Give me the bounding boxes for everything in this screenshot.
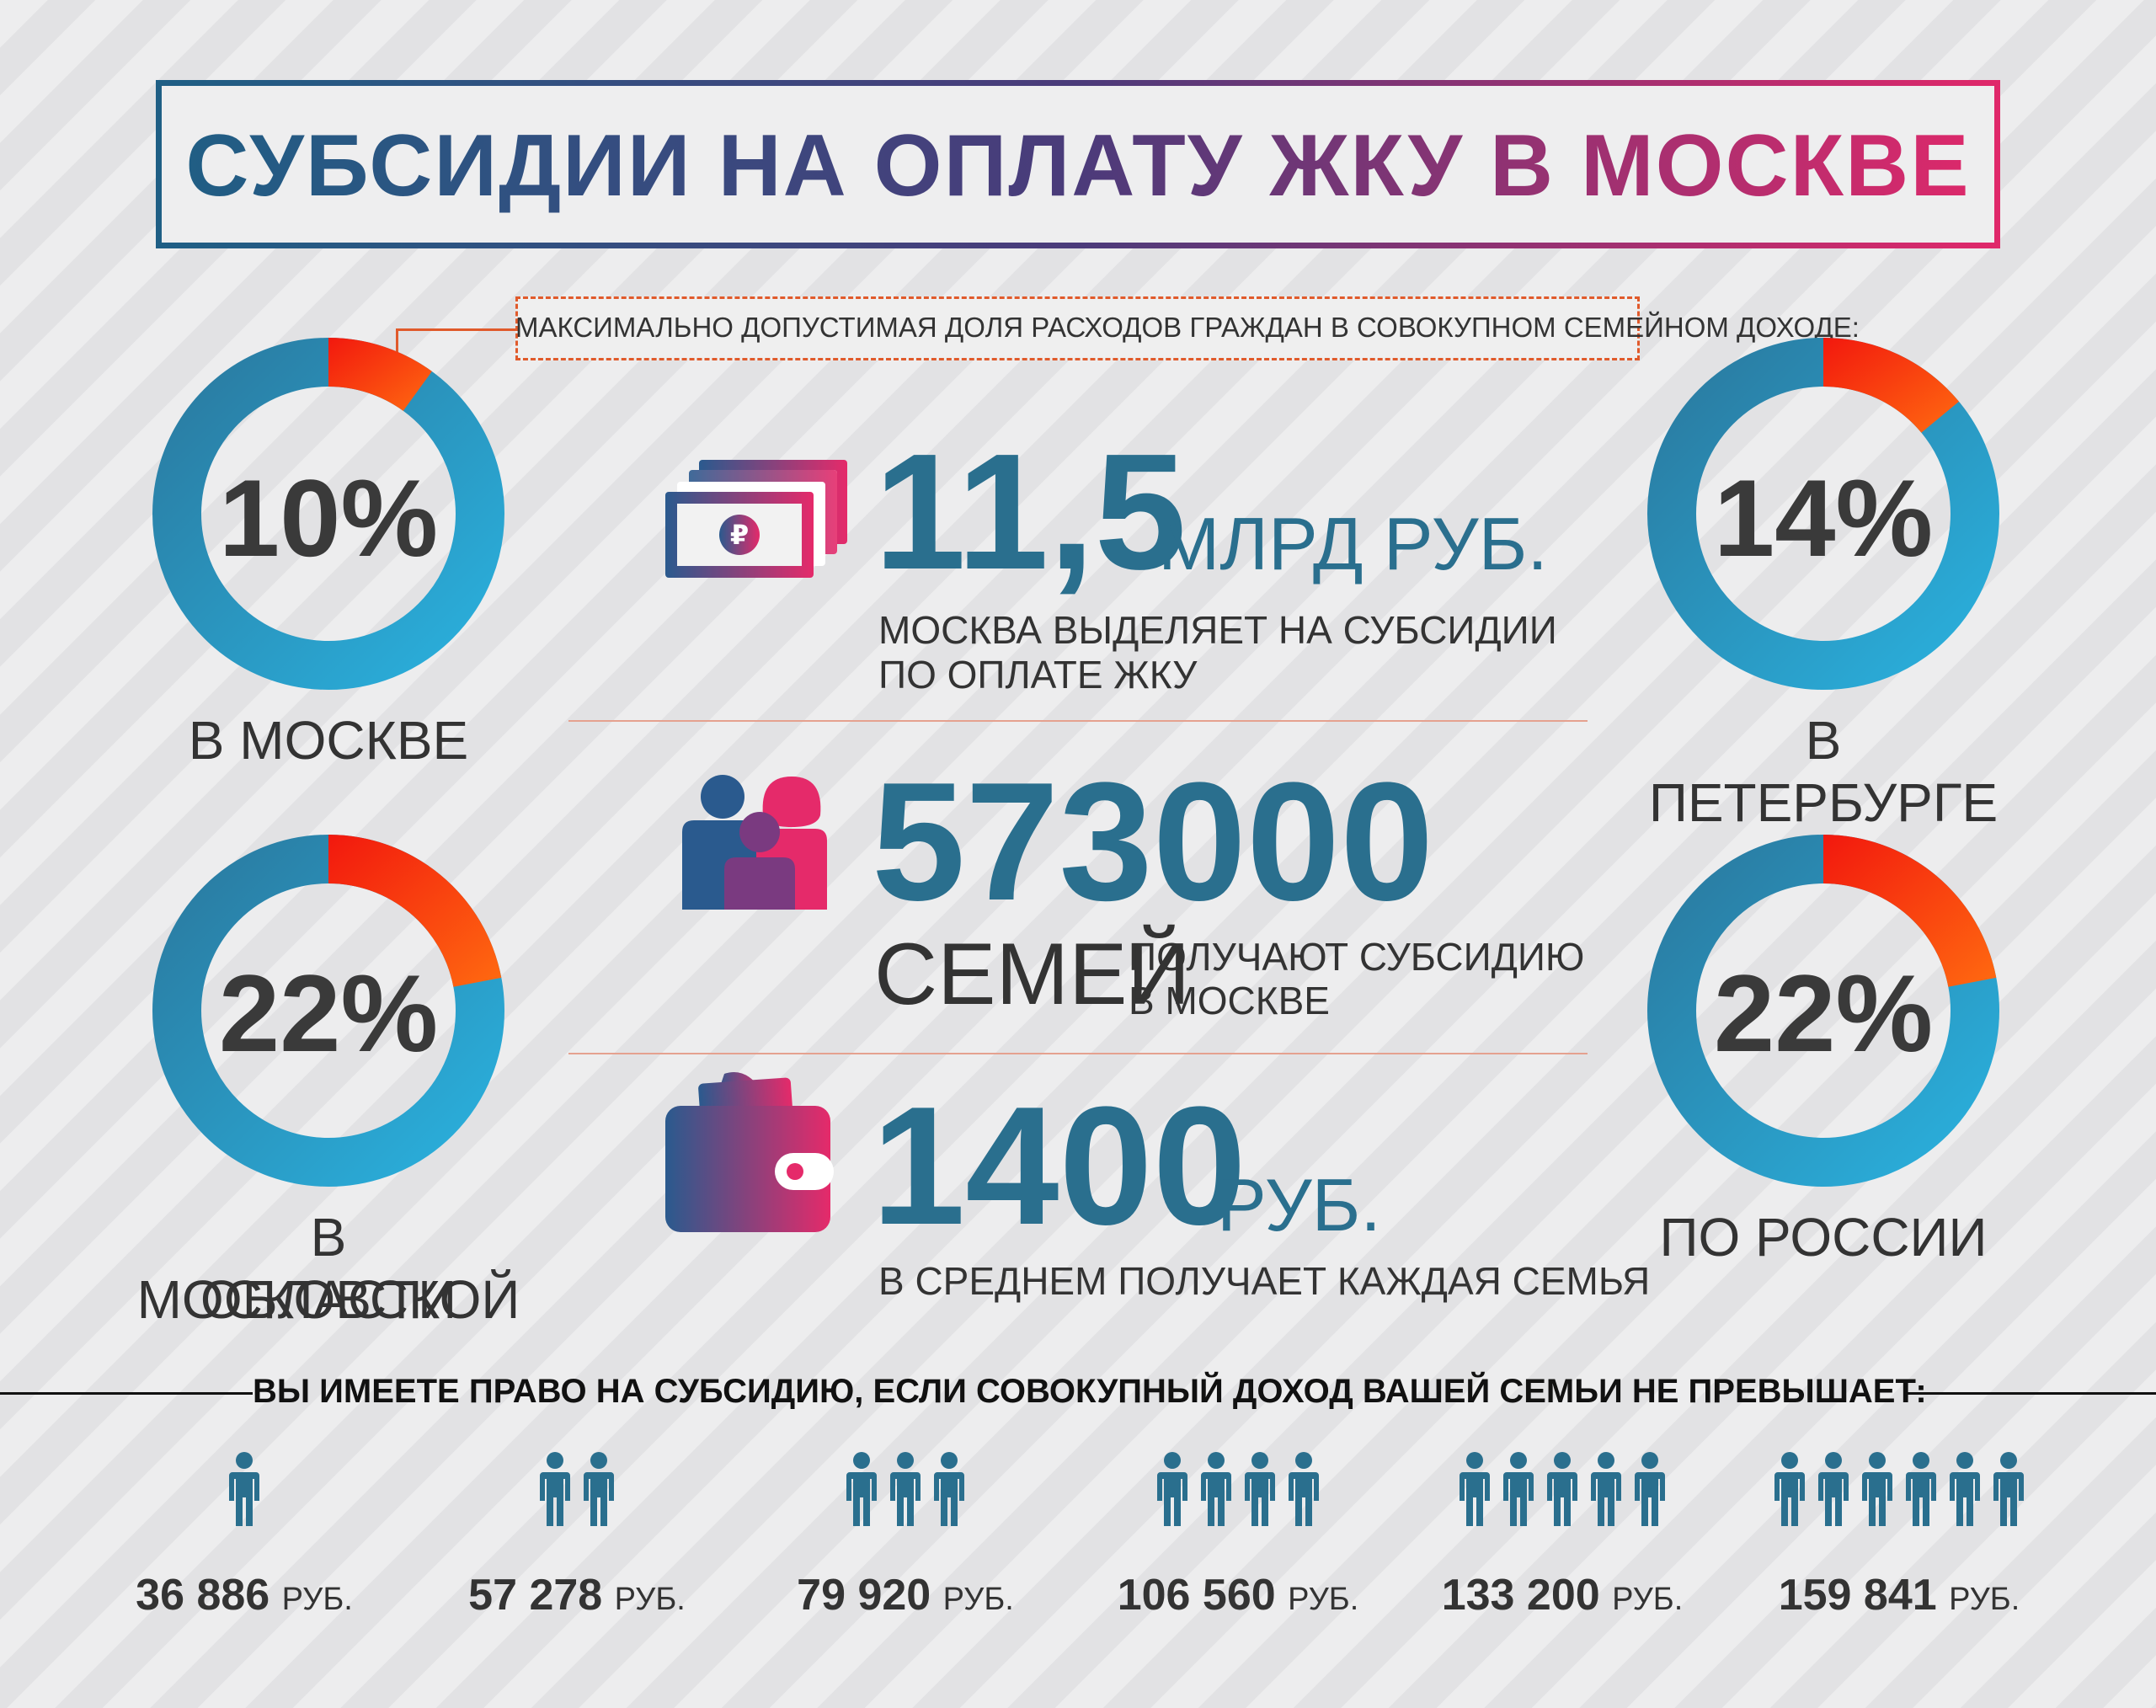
- budget-desc-1: МОСКВА ВЫДЕЛЯЕТ НА СУБСИДИИ: [878, 608, 1557, 652]
- income-unit: РУБ.: [281, 1582, 353, 1617]
- families-word: СЕМЕЙ: [874, 926, 1191, 1023]
- donut-moscow-region: [152, 835, 504, 1187]
- person-icon: [1774, 1452, 1805, 1526]
- income-unit: РУБ.: [942, 1582, 1014, 1617]
- person-icon: [1906, 1452, 1936, 1526]
- families-desc-1: ПОЛУЧАЮТ СУБСИДИЮ: [1129, 935, 1585, 979]
- person-icon: [540, 1452, 570, 1526]
- income-amount: 79 920: [797, 1571, 943, 1620]
- person-icon: [1591, 1452, 1621, 1526]
- wallet-icon: [665, 1072, 834, 1232]
- note-connector: [396, 328, 518, 331]
- note-connector-vertical: [396, 328, 398, 362]
- donut-petersburg: [1647, 338, 1999, 690]
- people-icon-group: [846, 1452, 964, 1526]
- families-number: 573000: [872, 748, 1434, 936]
- people-icon-group: [540, 1452, 614, 1526]
- people-icon-group: [229, 1452, 259, 1526]
- donut-moscow-region-value: 22%: [218, 952, 439, 1075]
- separator-1: [568, 720, 1588, 722]
- person-icon: [1950, 1452, 1980, 1526]
- income-amount: 36 886: [136, 1571, 282, 1620]
- note-box: [515, 296, 1640, 360]
- budget-desc-2: ПО ОПЛАТЕ ЖКУ: [878, 653, 1198, 697]
- families-desc-2: В МОСКВЕ: [1129, 979, 1330, 1022]
- people-icon-group: [1157, 1452, 1319, 1526]
- people-icon-group: [1774, 1452, 2024, 1526]
- donut-share-segment: [1823, 835, 1997, 987]
- income-limit: 106 560 РУБ.: [1070, 1570, 1406, 1620]
- income-amount: 57 278: [468, 1571, 615, 1620]
- income-unit: РУБ.: [614, 1582, 686, 1617]
- income-amount: 159 841: [1778, 1571, 1950, 1620]
- person-icon: [1993, 1452, 2024, 1526]
- income-limit: 57 278 РУБ.: [408, 1570, 745, 1620]
- person-icon: [1635, 1452, 1665, 1526]
- separator-2: [568, 1053, 1588, 1054]
- income-unit: РУБ.: [1949, 1582, 2020, 1617]
- person-icon: [1201, 1452, 1231, 1526]
- money-icon: ₽: [665, 460, 847, 578]
- donut-share-segment: [1823, 338, 1960, 433]
- person-icon: [890, 1452, 921, 1526]
- income-unit: РУБ.: [1288, 1582, 1359, 1617]
- svg-text:₽: ₽: [730, 519, 749, 551]
- person-icon: [1547, 1452, 1577, 1526]
- donut-share-segment: [328, 338, 432, 411]
- income-amount: 106 560: [1117, 1571, 1289, 1620]
- income-amount: 133 200: [1441, 1571, 1613, 1620]
- average-number: 1400: [872, 1072, 1246, 1260]
- person-icon: [1503, 1452, 1534, 1526]
- family-icon: [682, 775, 827, 910]
- donut-moscow-region-label-2: ОБЛАСТИ: [200, 1269, 457, 1330]
- donut-petersburg-value: 14%: [1713, 456, 1934, 579]
- donut-russia-value: 22%: [1713, 952, 1934, 1075]
- person-icon: [229, 1452, 259, 1526]
- people-icon-group: [1460, 1452, 1665, 1526]
- donut-petersburg-label: В ПЕТЕРБУРГЕ: [1648, 710, 1999, 833]
- person-icon: [934, 1452, 964, 1526]
- person-icon: [1818, 1452, 1849, 1526]
- income-limit: 159 841 РУБ.: [1731, 1570, 2068, 1620]
- average-desc: В СРЕДНЕМ ПОЛУЧАЕТ КАЖДАЯ СЕМЬЯ: [878, 1259, 1651, 1303]
- income-limit: 79 920 РУБ.: [737, 1570, 1074, 1620]
- donut-moscow-label: В МОСКВЕ: [188, 710, 469, 771]
- heading-rule-right: [1903, 1392, 2156, 1395]
- person-icon: [584, 1452, 614, 1526]
- donut-russia-label: ПО РОССИИ: [1659, 1207, 1988, 1268]
- donut-moscow-value: 10%: [218, 456, 439, 579]
- donut-moscow-region-label-1: В МОСКОВСКОЙ: [136, 1207, 520, 1330]
- budget-number: 11,5: [874, 419, 1187, 604]
- heading-rule-left: [0, 1392, 253, 1395]
- income-unit: РУБ.: [1612, 1582, 1684, 1617]
- person-icon: [1289, 1452, 1319, 1526]
- donut-russia: [1647, 835, 1999, 1187]
- title-frame: [156, 80, 2000, 248]
- person-icon: [846, 1452, 877, 1526]
- person-icon: [1157, 1452, 1187, 1526]
- donut-moscow: [152, 338, 504, 690]
- average-unit: РУБ.: [1217, 1163, 1381, 1246]
- income-limit: 133 200 РУБ.: [1394, 1570, 1731, 1620]
- budget-unit: МЛРД РУБ.: [1158, 502, 1548, 585]
- person-icon: [1460, 1452, 1490, 1526]
- page-title: СУБСИДИИ НА ОПЛАТУ ЖКУ В МОСКВЕ: [156, 116, 2000, 216]
- person-icon: [1862, 1452, 1892, 1526]
- eligibility-heading: ВЫ ИМЕЕТЕ ПРАВО НА СУБСИДИЮ, ЕСЛИ СОВОКУ…: [253, 1373, 1927, 1410]
- note-text: МАКСИМАЛЬНО ДОПУСТИМАЯ ДОЛЯ РАСХОДОВ ГРА…: [515, 312, 1860, 343]
- donut-share-segment: [328, 835, 502, 987]
- person-icon: [1245, 1452, 1275, 1526]
- income-limit: 36 886 РУБ.: [76, 1570, 413, 1620]
